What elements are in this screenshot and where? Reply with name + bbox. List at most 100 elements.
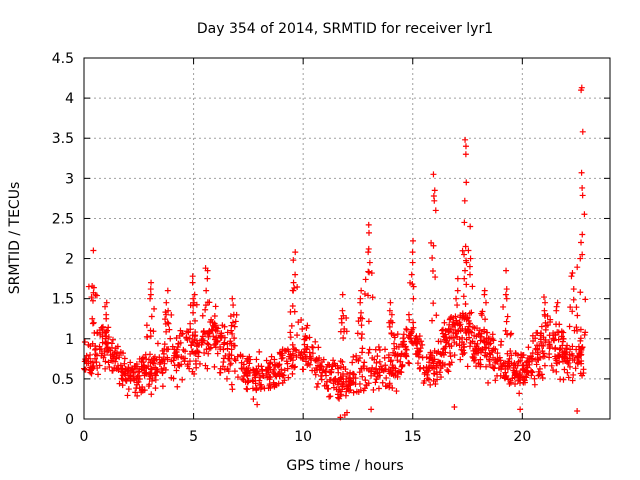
data-point: [573, 324, 580, 331]
data-point: [526, 355, 533, 362]
data-point: [225, 368, 232, 375]
data-point: [294, 283, 301, 290]
data-point: [318, 376, 325, 383]
data-point: [466, 343, 473, 350]
data-point: [298, 316, 305, 323]
data-point: [454, 287, 461, 294]
data-point: [104, 345, 111, 352]
data-point: [201, 349, 208, 356]
data-point: [93, 359, 100, 366]
data-point: [366, 346, 373, 353]
data-point: [460, 347, 467, 354]
data-point: [518, 354, 525, 361]
data-point: [309, 343, 316, 350]
data-point: [276, 361, 283, 368]
data-point: [414, 360, 421, 367]
data-point: [227, 360, 234, 367]
data-point: [547, 319, 554, 326]
data-point: [107, 352, 114, 359]
data-point: [311, 367, 318, 374]
data-point: [119, 382, 126, 389]
data-point: [161, 341, 168, 348]
data-point: [570, 371, 577, 378]
data-point: [507, 348, 514, 355]
data-point: [249, 377, 256, 384]
data-point: [111, 349, 118, 356]
data-point: [457, 312, 464, 319]
data-point: [369, 364, 376, 371]
data-point: [344, 385, 351, 392]
data-point: [453, 340, 460, 347]
data-point: [288, 322, 295, 329]
data-point: [367, 368, 374, 375]
data-point: [163, 299, 170, 306]
data-point: [146, 376, 153, 383]
data-point: [486, 361, 493, 368]
data-point: [281, 347, 288, 354]
data-point: [105, 334, 112, 341]
data-point: [489, 331, 496, 338]
data-point: [423, 354, 430, 361]
data-point: [539, 374, 546, 381]
data-point: [565, 374, 572, 381]
data-point: [152, 385, 159, 392]
data-point: [287, 356, 294, 363]
data-point: [497, 357, 504, 364]
data-point: [558, 333, 565, 340]
data-point: [382, 346, 389, 353]
data-point: [420, 379, 427, 386]
data-point: [363, 365, 370, 372]
data-point: [558, 354, 565, 361]
data-point: [373, 359, 380, 366]
data-point: [106, 364, 113, 371]
data-point: [83, 352, 90, 359]
data-point: [93, 292, 100, 299]
data-point: [391, 345, 398, 352]
data-point: [122, 376, 129, 383]
data-point: [278, 355, 285, 362]
data-point: [349, 370, 356, 377]
data-point: [486, 356, 493, 363]
data-point: [577, 289, 584, 296]
data-point: [559, 351, 566, 358]
data-point: [555, 351, 562, 358]
data-point: [238, 365, 245, 372]
data-point: [143, 322, 150, 329]
data-point: [534, 349, 541, 356]
data-point: [477, 333, 484, 340]
data-point: [431, 347, 438, 354]
data-point: [240, 361, 247, 368]
data-point: [452, 326, 459, 333]
data-point: [164, 287, 171, 294]
data-point: [204, 340, 211, 347]
data-point: [154, 367, 161, 374]
data-point: [168, 311, 175, 318]
data-point: [134, 392, 141, 399]
data-point: [461, 251, 468, 258]
data-point: [563, 345, 570, 352]
data-point: [369, 294, 376, 301]
data-point: [177, 327, 184, 334]
data-point: [89, 297, 96, 304]
data-point: [315, 344, 322, 351]
data-point: [536, 371, 543, 378]
data-point: [383, 374, 390, 381]
data-point: [173, 348, 180, 355]
data-point: [523, 363, 530, 370]
data-point: [563, 349, 570, 356]
data-point: [368, 406, 375, 413]
data-point: [568, 350, 575, 357]
data-point: [568, 273, 575, 280]
data-point: [345, 382, 352, 389]
data-point: [566, 323, 573, 330]
data-point: [389, 370, 396, 377]
data-point: [444, 367, 451, 374]
data-point: [211, 363, 218, 370]
data-point: [443, 339, 450, 346]
data-point: [321, 382, 328, 389]
data-point: [217, 365, 224, 372]
data-point: [189, 279, 196, 286]
data-point: [268, 353, 275, 360]
data-point: [579, 128, 586, 135]
data-point: [267, 360, 274, 367]
